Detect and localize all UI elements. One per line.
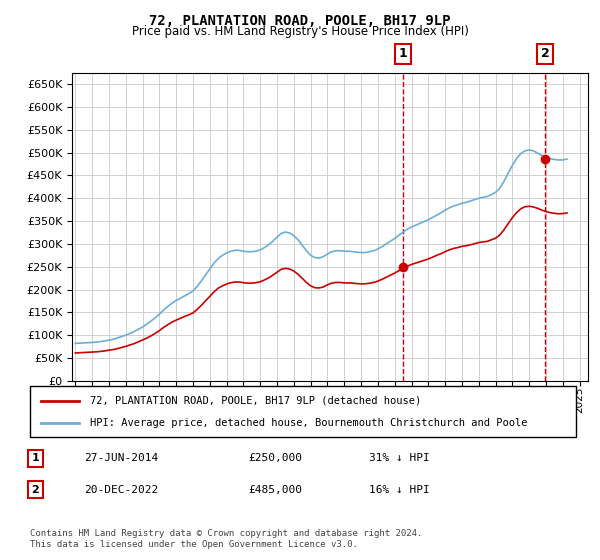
Text: 31% ↓ HPI: 31% ↓ HPI [368, 454, 429, 464]
Text: £250,000: £250,000 [248, 454, 302, 464]
Text: 20-DEC-2022: 20-DEC-2022 [85, 485, 159, 494]
Text: HPI: Average price, detached house, Bournemouth Christchurch and Poole: HPI: Average price, detached house, Bour… [90, 418, 527, 428]
Text: Price paid vs. HM Land Registry's House Price Index (HPI): Price paid vs. HM Land Registry's House … [131, 25, 469, 38]
Text: 27-JUN-2014: 27-JUN-2014 [85, 454, 159, 464]
FancyBboxPatch shape [30, 386, 576, 437]
Text: 72, PLANTATION ROAD, POOLE, BH17 9LP (detached house): 72, PLANTATION ROAD, POOLE, BH17 9LP (de… [90, 395, 421, 405]
Text: 2: 2 [541, 48, 550, 60]
Text: 1: 1 [32, 454, 40, 464]
Text: 72, PLANTATION ROAD, POOLE, BH17 9LP: 72, PLANTATION ROAD, POOLE, BH17 9LP [149, 14, 451, 28]
Text: 1: 1 [399, 48, 407, 60]
Text: 16% ↓ HPI: 16% ↓ HPI [368, 485, 429, 494]
Text: £485,000: £485,000 [248, 485, 302, 494]
Text: Contains HM Land Registry data © Crown copyright and database right 2024.
This d: Contains HM Land Registry data © Crown c… [30, 529, 422, 549]
Text: 2: 2 [32, 485, 40, 494]
